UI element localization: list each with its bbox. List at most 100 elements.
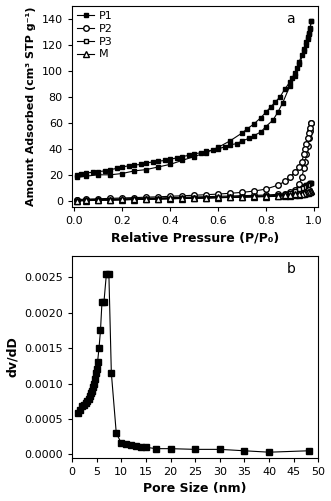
- P1: [293, 73, 297, 79]
- M: [283, 193, 287, 199]
- X-axis label: Pore Size (nm): Pore Size (nm): [143, 482, 247, 495]
- P3: [228, 194, 232, 200]
- P1: [132, 162, 136, 168]
- P1: [79, 170, 83, 176]
- P1: [276, 109, 280, 115]
- M: [302, 191, 306, 197]
- P1: [199, 150, 203, 156]
- P2: [306, 143, 310, 149]
- P1: [302, 48, 306, 54]
- P1: [75, 172, 79, 178]
- M: [240, 194, 244, 200]
- P2: [308, 128, 312, 134]
- P1: [309, 18, 313, 24]
- Line: P3: P3: [74, 180, 314, 203]
- P1: [116, 165, 119, 171]
- P2: [240, 193, 244, 199]
- P1: [120, 164, 124, 170]
- P1: [264, 124, 268, 130]
- P2: [216, 193, 220, 199]
- M: [84, 197, 88, 203]
- P2: [204, 194, 208, 200]
- P1: [247, 135, 251, 141]
- P3: [240, 194, 244, 200]
- P3: [307, 181, 311, 187]
- P1: [84, 170, 88, 176]
- P2: [168, 194, 172, 200]
- M: [309, 188, 313, 194]
- P1: [151, 159, 155, 165]
- P3: [288, 191, 292, 197]
- P2: [288, 189, 292, 195]
- P1: [288, 83, 292, 89]
- P3: [305, 182, 308, 188]
- P1: [216, 146, 220, 152]
- P3: [283, 192, 287, 198]
- P2: [303, 159, 307, 165]
- P3: [84, 197, 88, 203]
- M: [108, 197, 112, 203]
- P2: [252, 192, 256, 198]
- P1: [96, 168, 100, 174]
- P2: [305, 151, 308, 157]
- M: [303, 190, 307, 196]
- P3: [108, 197, 112, 203]
- P1: [306, 37, 310, 43]
- P2: [108, 196, 112, 202]
- P3: [144, 196, 148, 202]
- P1: [259, 129, 263, 135]
- M: [132, 196, 136, 202]
- M: [297, 192, 301, 198]
- P2: [180, 194, 184, 200]
- P1: [252, 133, 256, 139]
- P3: [306, 181, 310, 187]
- P2: [302, 165, 306, 171]
- P3: [216, 194, 220, 200]
- M: [293, 192, 297, 198]
- M: [75, 198, 79, 204]
- M: [305, 190, 308, 196]
- M: [156, 196, 160, 202]
- P3: [300, 186, 304, 192]
- P3: [252, 194, 256, 200]
- P1: [307, 31, 311, 37]
- P1: [223, 144, 227, 150]
- P2: [84, 197, 88, 203]
- M: [288, 193, 292, 199]
- P2: [293, 187, 297, 193]
- P1: [297, 61, 301, 67]
- P1: [156, 158, 160, 164]
- P1: [204, 148, 208, 154]
- P1: [187, 152, 191, 158]
- P3: [308, 180, 312, 186]
- P2: [75, 197, 79, 203]
- P1: [103, 168, 107, 174]
- P3: [168, 195, 172, 201]
- M: [180, 195, 184, 201]
- P3: [120, 197, 124, 203]
- Y-axis label: dv/dD: dv/dD: [6, 337, 19, 377]
- Line: M: M: [74, 188, 314, 203]
- M: [252, 194, 256, 200]
- P1: [192, 151, 196, 157]
- P3: [156, 196, 160, 202]
- P3: [180, 195, 184, 201]
- P3: [264, 193, 268, 199]
- M: [204, 195, 208, 201]
- P2: [156, 195, 160, 201]
- P1: [211, 147, 215, 153]
- X-axis label: Relative Pressure (P/P₀): Relative Pressure (P/P₀): [111, 232, 279, 245]
- M: [120, 197, 124, 203]
- P1: [91, 169, 95, 175]
- M: [216, 195, 220, 201]
- P1: [281, 100, 285, 106]
- P2: [283, 191, 287, 197]
- P1: [235, 141, 239, 147]
- P2: [264, 192, 268, 198]
- M: [308, 189, 312, 195]
- P1: [271, 117, 275, 123]
- P3: [204, 195, 208, 201]
- P1: [163, 157, 167, 163]
- P2: [228, 193, 232, 199]
- M: [192, 195, 196, 201]
